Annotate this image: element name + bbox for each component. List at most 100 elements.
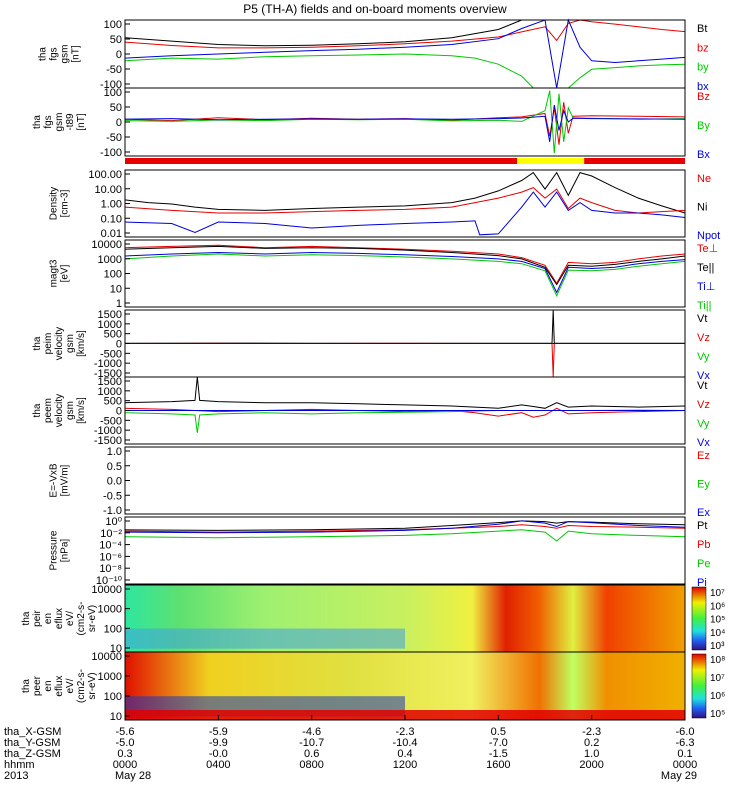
y-tick-label: 1500 <box>98 376 122 388</box>
colorbar-tick-label: 10⁶ <box>710 601 725 612</box>
y-tick-label: -0.5 <box>103 490 122 502</box>
legend-entry: Ni <box>697 202 707 214</box>
y-tick-label: 1 <box>116 298 122 310</box>
orbit-value: 0.5 <box>491 726 506 738</box>
y-tick-label: 10.00 <box>94 184 122 196</box>
y-tick-label: 10⁰ <box>105 516 122 528</box>
orbit-value: -5.6 <box>116 726 135 738</box>
y-axis-label: gsm <box>60 45 71 64</box>
y-tick-label: 10000 <box>91 239 122 251</box>
legend-entry: By <box>697 120 710 132</box>
series-Vt-line <box>124 309 685 344</box>
legend-entry: Ez <box>697 450 710 462</box>
y-axis-label: E=-VxB <box>49 463 60 498</box>
y-axis-label: peir <box>32 609 43 626</box>
spectrogram-band <box>125 628 405 649</box>
series-Ti-line <box>124 253 686 297</box>
panel-frame <box>124 516 686 585</box>
series-bx-line <box>124 18 686 89</box>
legend-entry: Vz <box>697 399 710 411</box>
y-axis-label: Pressure <box>49 530 60 570</box>
y-tick-label: -500 <box>100 415 122 427</box>
y-tick-label: -1000 <box>94 358 122 370</box>
orbit-value: 0800 <box>299 759 323 771</box>
y-tick-label: 10 <box>110 643 122 655</box>
orbit-value: -5.0 <box>116 737 135 749</box>
colorbar <box>691 653 707 719</box>
colorbar-tick-label: 10⁵ <box>710 615 725 626</box>
series-Pb-line <box>124 524 686 533</box>
orbit-value: -7.0 <box>489 737 508 749</box>
series-bz-line <box>124 19 686 49</box>
y-axis-label: tha <box>21 611 32 625</box>
series-Pt-line <box>124 520 686 531</box>
y-tick-label: 100.00 <box>88 169 122 181</box>
orbit-value: May 29 <box>661 770 697 782</box>
y-tick-label: -1000 <box>94 425 122 437</box>
legend-entry: Bz <box>697 91 710 103</box>
y-tick-label: 1.0 <box>107 446 122 458</box>
legend-entry: Bt <box>697 23 707 35</box>
orbit-row-label: 2013 <box>4 770 28 782</box>
legend-entry: Ne <box>697 173 711 185</box>
y-tick-label: 1000 <box>98 254 122 266</box>
legend-entry: Ti|| <box>697 300 711 312</box>
panel-density: Ne Ni Npot 100.00 10.00 1.00 0.10 0.01 Density [c… <box>49 169 721 242</box>
mode-bar-yellow <box>517 158 585 164</box>
orbit-row-label: tha_X-GSM <box>4 726 61 738</box>
series-Ne-line <box>124 187 686 214</box>
y-axis-label: tha <box>21 679 32 693</box>
y-tick-label: -1500 <box>94 368 122 380</box>
y-tick-label: -50 <box>106 64 122 76</box>
mode-bar-red <box>125 158 517 164</box>
legend-entry: Ex <box>697 507 710 519</box>
series-Bz-line <box>124 102 686 145</box>
y-tick-label: 10 <box>110 711 122 723</box>
y-tick-label: 100 <box>104 623 122 635</box>
y-axis-label: tha <box>32 336 43 350</box>
orbit-value: 0.2 <box>584 737 599 749</box>
y-tick-label: 1000 <box>98 386 122 398</box>
orbit-value: -2.3 <box>396 726 415 738</box>
panel-frame <box>124 169 686 238</box>
panel-efield: Ez Ey Ex 1.0 0.5 0.0 -0.5 -1.0 E=-VxB [mV/m] <box>49 446 711 519</box>
y-axis-label: magt3 <box>49 259 60 287</box>
y-axis-label: [km/s] <box>76 330 87 357</box>
orbit-value: 0.3 <box>117 748 132 760</box>
y-tick-label: 50 <box>110 34 122 46</box>
series-Te-line <box>124 245 686 286</box>
y-axis-label: eflux <box>54 608 65 629</box>
series-Vz-line <box>124 342 685 378</box>
colorbar-tick-label: 10⁷ <box>710 588 725 599</box>
y-tick-label: 10000 <box>91 584 122 596</box>
colorbar-tick-label: 10³ <box>710 641 725 652</box>
y-axis-label: [mV/m] <box>60 464 71 496</box>
y-axis-label: -t89 <box>65 113 76 131</box>
colorbar-tick-label: 10⁶ <box>710 691 725 702</box>
orbit-value: -5.9 <box>209 726 228 738</box>
y-axis-label: [nT] <box>71 45 82 62</box>
y-tick-label: 1500 <box>98 309 122 321</box>
orbit-value: May 28 <box>115 770 151 782</box>
y-tick-label: 50 <box>110 102 122 114</box>
y-tick-label: 100 <box>104 19 122 31</box>
y-axis-label: sr-eV) <box>87 605 98 632</box>
legend-entry: Vx <box>697 437 710 449</box>
panel-peir_eflux: 10⁷ 10⁶ 10⁵ 10⁴ 10³ 10000 1000 100 10 tha peir en ef… <box>21 584 725 655</box>
y-axis-label: peim <box>43 333 54 355</box>
series-Vt-line <box>124 376 686 409</box>
y-axis-label: [cm-3] <box>60 189 71 217</box>
y-tick-label: 0.01 <box>101 228 122 240</box>
series-Pe-line <box>124 529 686 542</box>
orbit-value: 0400 <box>206 759 230 771</box>
orbit-value: -6.3 <box>676 737 695 749</box>
panel-fgs: Bt bz by bx 100 50 0 -50 -100 tha fgs gsm [nT] <box>38 18 709 93</box>
legend-entry: Pi <box>697 577 707 589</box>
orbit-row-label: tha_Z-GSM <box>4 748 61 760</box>
panel-fgs_minus_t89: Bz By Bx 100 50 0 -50 -100 tha fgs gsm -t89 [nT] <box>32 87 710 161</box>
